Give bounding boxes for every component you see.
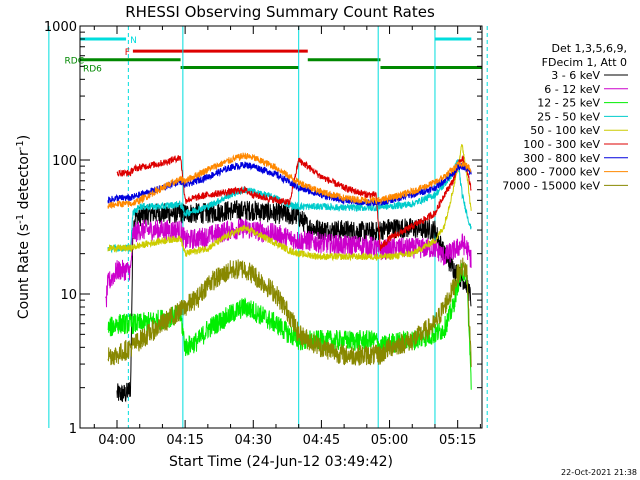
x-tick-label-1: 04:15 [166, 433, 203, 448]
y-axis-label-superscript: -1 [15, 214, 26, 224]
x-tick-label-4: 05:00 [371, 433, 408, 448]
timestamp: 22-Oct-2021 21:38 [561, 468, 637, 477]
legend-label-2: 12 - 25 keV [537, 97, 600, 110]
state-label-rd6: RD6 [83, 65, 102, 75]
legend-label-5: 100 - 300 keV [523, 138, 600, 151]
legend-label-0: 3 - 6 keV [551, 69, 600, 82]
y-axis-label-main: Count Rate (s [16, 224, 32, 319]
series-layer [105, 144, 472, 403]
x-tick-label-5: 05:15 [439, 433, 476, 448]
axes: 04:00 04:15 04:30 04:45 05:00 05:15 1 10 100 1000 [44, 20, 482, 448]
plot-frame [79, 25, 483, 429]
legend-label-6: 300 - 800 keV [523, 152, 600, 165]
x-axis-label: Start Time (24-Jun-12 03:49:42) [169, 454, 393, 470]
series-line-7 [107, 152, 472, 209]
state-label-n: N [130, 36, 137, 46]
x-tick-label-2: 04:30 [235, 433, 272, 448]
series-line-1 [105, 218, 472, 308]
chart-title: RHESSI Observing Summary Count Rates [125, 3, 435, 21]
legend-header-1: FDecim 1, Att 0 [542, 56, 627, 69]
y-tick-label-2: 100 [52, 154, 77, 169]
series-line-0 [116, 200, 472, 403]
state-label-rdc: RDC [65, 57, 84, 67]
legend-label-8: 7000 - 15000 keV [502, 179, 600, 192]
legend-label-4: 50 - 100 keV [530, 124, 600, 137]
x-tick-label-3: 04:45 [303, 433, 340, 448]
legend-label-1: 6 - 12 keV [544, 83, 600, 96]
y-axis-label-close: ) [16, 135, 32, 140]
series-line-8 [107, 257, 472, 368]
y-tick-label-0: 1 [69, 422, 77, 437]
state-bars [80, 37, 482, 70]
legend-label-7: 800 - 7000 keV [516, 166, 600, 179]
legend: Det 1,3,5,6,9,FDecim 1, Att 03 - 6 keV6 … [502, 42, 628, 192]
series-line-4 [107, 144, 472, 262]
series-line-3 [107, 159, 472, 254]
y-tick-label-1: 10 [60, 288, 77, 303]
y-axis-label-superscript-2: -1 [15, 140, 26, 150]
x-tick-label-0: 04:00 [98, 433, 135, 448]
y-axis-label: Count Rate (s-1 detector-1) [15, 135, 32, 319]
y-tick-label-3: 1000 [44, 20, 77, 35]
state-label-f: F [125, 48, 130, 58]
legend-header-0: Det 1,3,5,6,9, [551, 42, 627, 55]
legend-label-3: 25 - 50 keV [537, 110, 600, 123]
y-axis-label-rest: detector [16, 150, 32, 214]
